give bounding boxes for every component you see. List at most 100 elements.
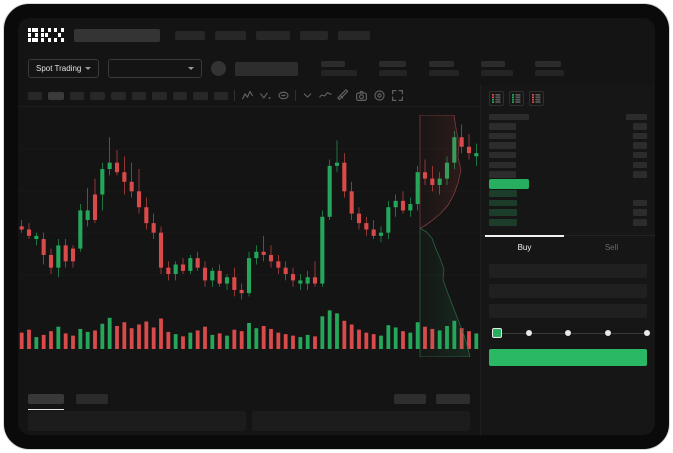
settings-gear-icon[interactable] [373,89,386,102]
slider-handle[interactable] [492,328,502,339]
timeframe-7[interactable] [152,91,167,100]
orderbook-ask-row-4-size [633,151,647,159]
orderbook-ask-row-2-price [489,132,516,140]
timeframe-8[interactable] [173,91,187,100]
toolbar-divider [234,90,235,101]
timeframe-5[interactable] [111,91,126,100]
global-search-input[interactable] [74,28,160,42]
timeframe-9[interactable] [193,91,208,100]
order-price-field[interactable] [489,264,647,279]
orderbook-spread-row[interactable] [489,178,647,189]
top-header [18,18,655,52]
footer-panels [18,411,480,435]
price-chart-panel[interactable] [18,107,480,387]
orderbook-bid-row-3-size [633,209,647,216]
slider-dot-2[interactable] [525,330,532,337]
nav-item-4[interactable] [300,30,328,40]
fullscreen-icon[interactable] [391,89,404,102]
okx-logo[interactable] [28,27,65,43]
market-stats [321,61,565,76]
nav-item-5[interactable] [338,30,370,40]
tab-buy[interactable]: Buy [481,235,568,258]
orderbook-ask-row-5[interactable] [489,160,647,170]
pair-name-placeholder [235,61,299,76]
nav-item-2[interactable] [215,30,246,40]
timeframe-3[interactable] [70,91,84,100]
nav-item-1[interactable] [175,30,205,40]
orderbook-ask-row-2-size [633,132,647,140]
stat-volume-value [535,70,565,76]
orderbook-ask-row-3[interactable] [489,141,647,151]
orderbook-bid-row-1[interactable] [489,189,647,199]
stat-change [379,61,408,76]
pair-avatar [211,61,227,76]
buy-sell-tabs: Buy Sell [481,235,655,258]
camera-icon[interactable] [355,89,368,102]
orderbook-mode-asks[interactable] [529,91,544,106]
chevron-down-icon [85,67,92,70]
order-amount-field[interactable] [489,284,647,299]
tab-order-history[interactable] [76,394,108,404]
orderbook-bid-row-2[interactable] [489,198,647,208]
order-total-field[interactable] [489,304,647,319]
timeframe-6[interactable] [132,91,146,100]
header-nav [175,30,370,40]
slider-dot-3[interactable] [565,330,571,337]
stat-last-price [321,61,358,76]
timeframe-4[interactable] [90,91,105,100]
orderbook-bid-row-3-price [489,209,517,216]
app-screen: Spot Trading [18,18,655,435]
orderbook-ask-row-3-size [633,142,647,149]
tab-sell[interactable]: Sell [604,243,619,253]
stat-low-value [481,70,514,76]
orderbook-bid-row-4[interactable] [489,218,647,228]
chart-toolbar [18,85,480,107]
orderbook-bid-row-4-price [489,219,517,226]
orderbook-header[interactable] [489,112,647,122]
submit-order-button[interactable] [489,349,647,367]
timeframe-10[interactable] [214,91,228,100]
orderbook-ask-row-6-size [633,171,647,178]
toolbar-divider [295,90,296,101]
stat-last-price-label [321,61,346,67]
orderbook[interactable] [481,110,655,227]
template-icon[interactable] [277,89,290,102]
orderbook-ask-row-2[interactable] [489,131,647,141]
orderbook-mode-bids[interactable] [509,91,524,106]
stat-high [429,61,460,76]
orderbook-header-size [626,113,647,121]
timeframe-group [28,91,228,100]
slider-dot-4[interactable] [604,330,611,337]
orderbook-ask-row-4[interactable] [489,150,647,160]
compare-icon[interactable] [259,89,272,102]
footer-panel-left[interactable] [28,411,246,431]
stat-volume [535,61,565,76]
orderbook-ask-row-6[interactable] [489,170,647,180]
line-style-icon[interactable] [319,89,332,102]
timeframe-1[interactable] [28,91,42,100]
trading-pair-selector[interactable] [108,59,203,78]
bottom-action-1[interactable] [394,394,426,404]
chart-tool-icons [241,89,404,102]
tab-open-orders[interactable] [28,394,64,410]
orderbook-bid-row-3[interactable] [489,208,647,218]
bottom-action-2[interactable] [436,394,470,404]
order-sidebar: Buy Sell [480,85,655,435]
chevron-down-icon[interactable] [301,89,314,102]
indicator-icon[interactable] [241,89,254,102]
slider-dot-5[interactable] [644,330,650,337]
measure-icon[interactable] [337,89,350,102]
timeframe-2[interactable] [48,91,64,100]
market-type-selector[interactable]: Spot Trading [28,59,100,78]
orderbook-ask-row-1[interactable] [489,122,647,132]
nav-item-3[interactable] [256,30,290,40]
orderbook-ask-row-5-price [489,161,516,169]
market-subheader: Spot Trading [18,52,655,85]
candlestick-chart[interactable] [18,107,480,317]
amount-percent-slider[interactable] [489,326,650,342]
orderbook-ask-row-1-size [633,123,647,130]
footer-panel-right[interactable] [252,411,470,431]
orderbook-mode-both[interactable] [489,91,504,106]
okx-logo-glyph-2 [54,27,65,43]
stat-high-value [429,70,460,76]
